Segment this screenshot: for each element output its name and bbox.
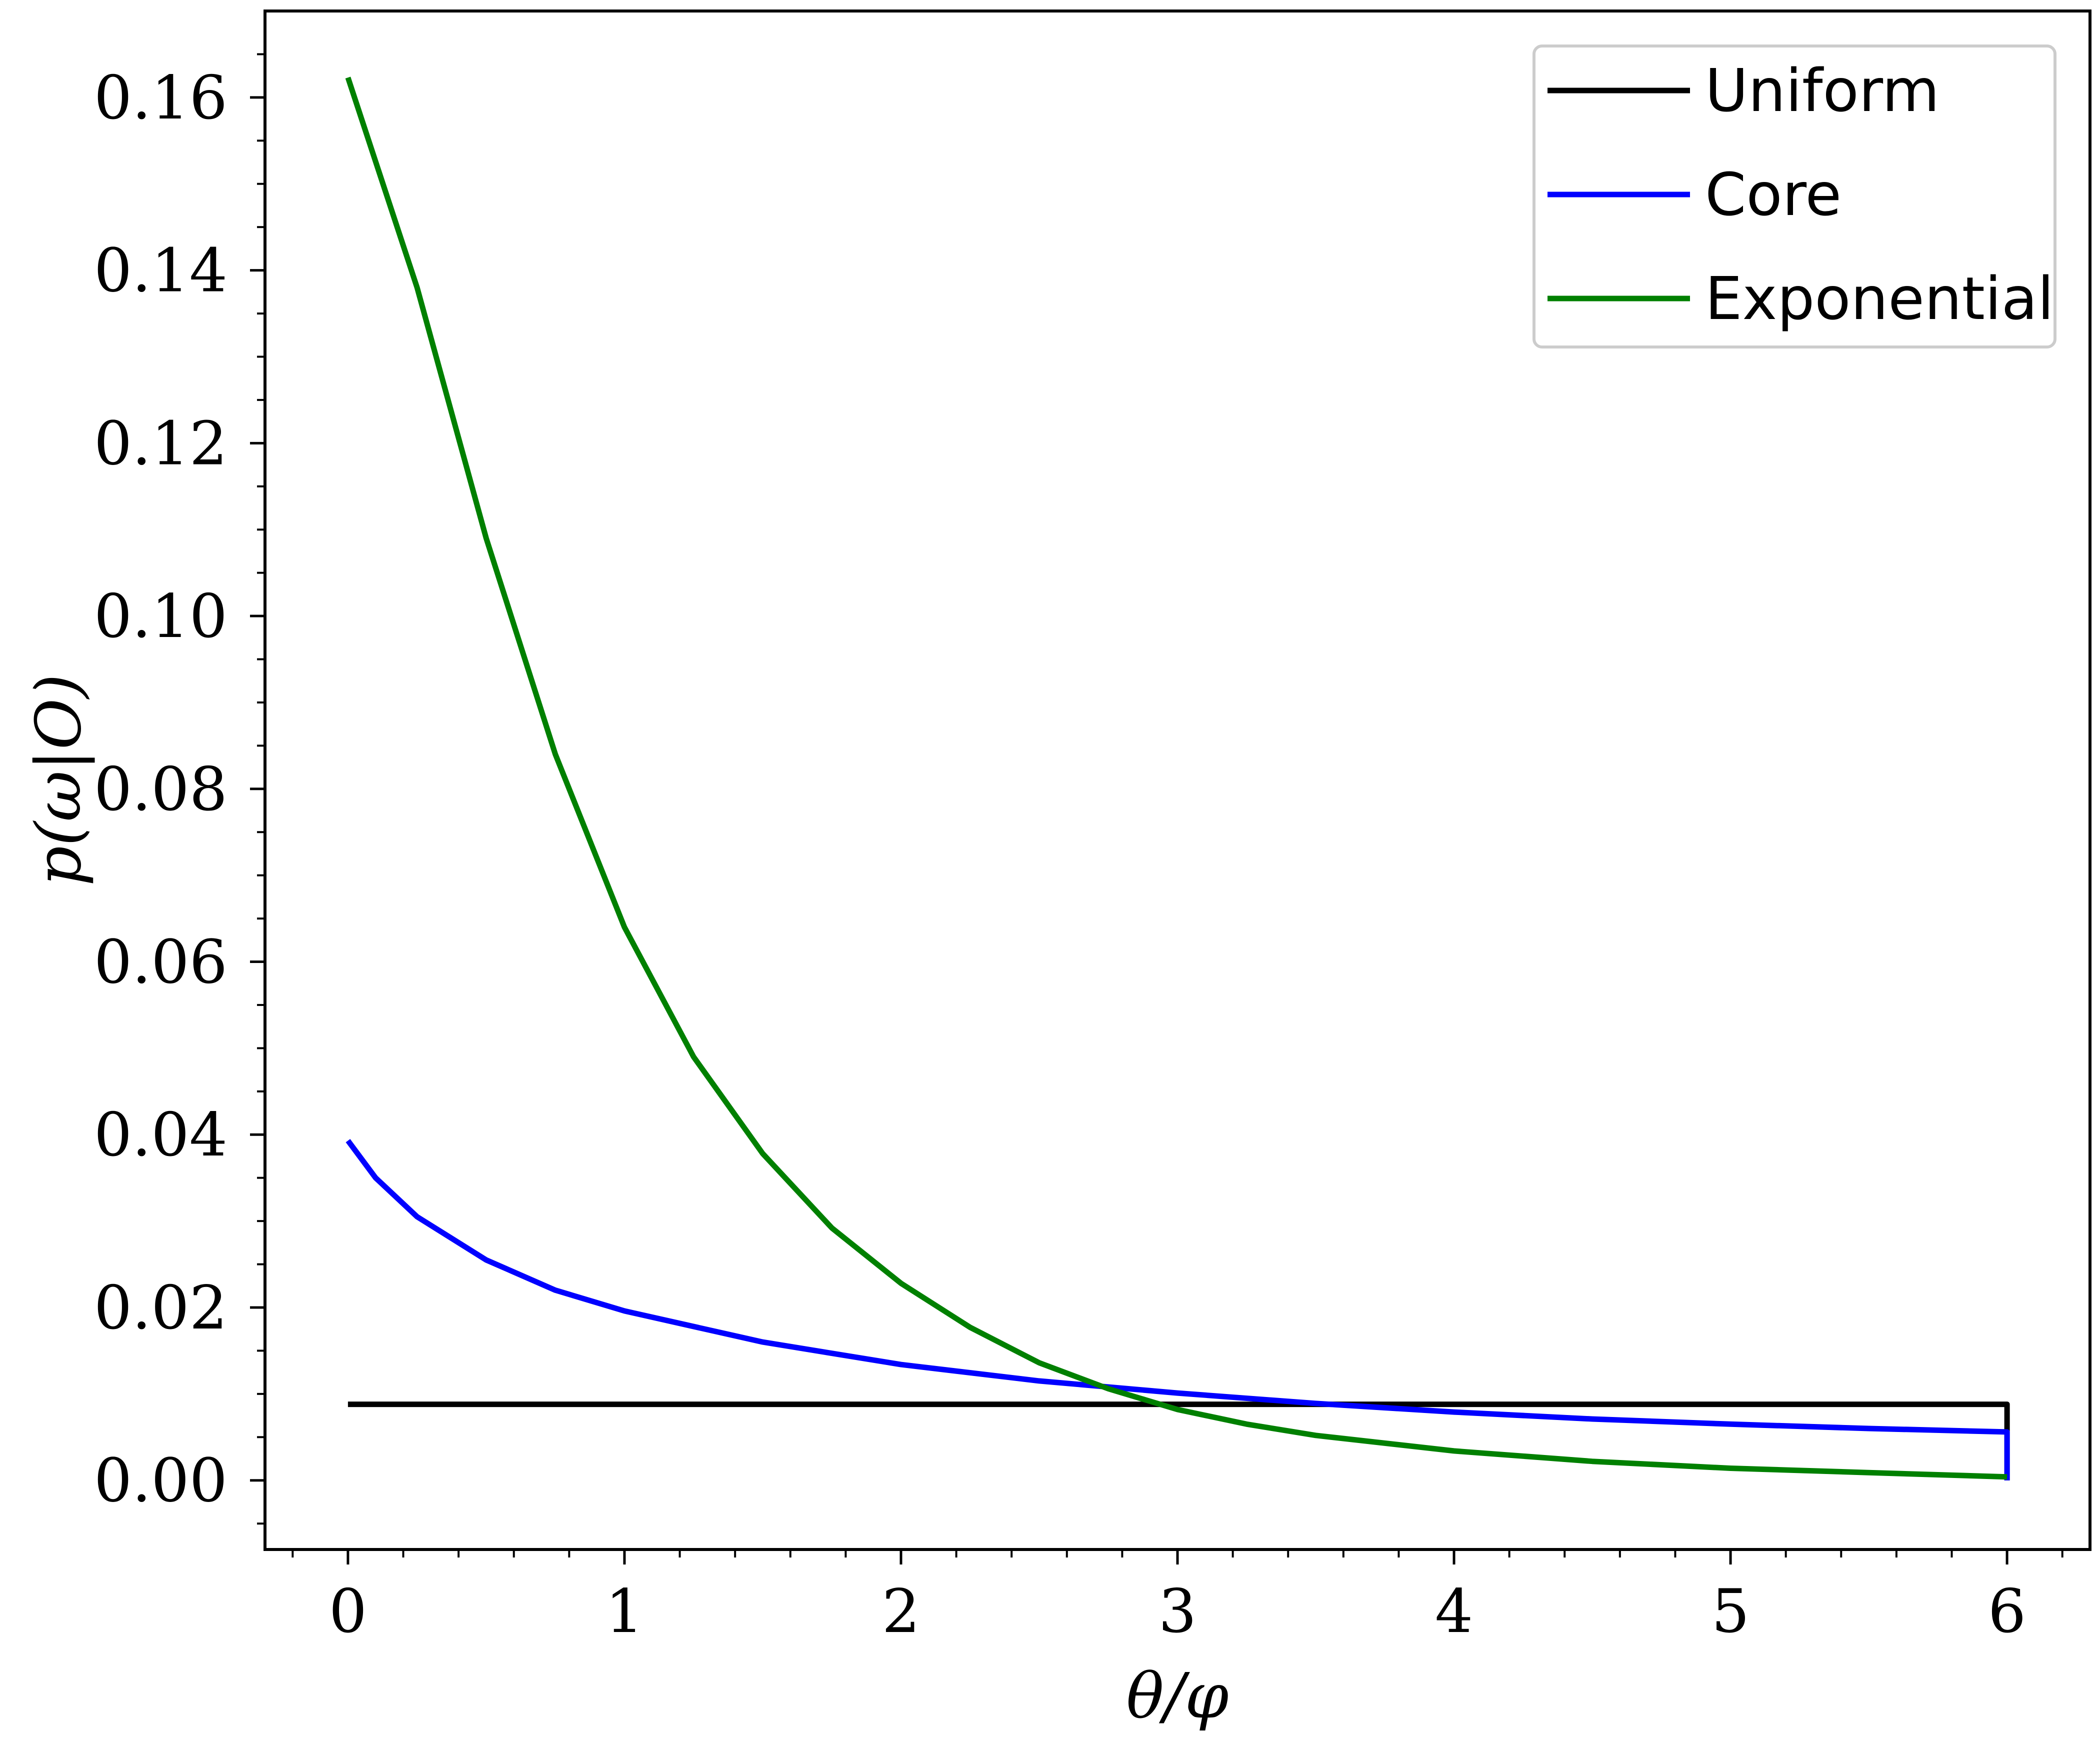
y-tick-label: 0.14 — [94, 236, 228, 306]
ticks-layer: 0 1 2 3 4 5 6 0.00 0.02 0.04 0.06 0.08 0.10 0.12 0.14 0… — [94, 53, 2064, 1646]
x-tick-label: 1 — [606, 1577, 644, 1646]
y-tick-label: 0.10 — [94, 582, 228, 652]
series-layer — [345, 76, 2010, 1480]
y-tick-label: 0.02 — [94, 1274, 228, 1343]
y-tick-label: 0.12 — [94, 409, 228, 478]
x-tick-label: 2 — [882, 1577, 920, 1646]
series-line-core — [346, 1139, 2010, 1480]
y-tick-label: 0.04 — [94, 1100, 228, 1170]
legend-box — [1532, 44, 2056, 348]
x-tick-label: 6 — [1988, 1577, 2026, 1646]
x-tick-label: 3 — [1158, 1577, 1196, 1646]
x-tick-label: 5 — [1712, 1577, 1750, 1646]
legend-label-exponential: Exponential — [1705, 264, 2054, 333]
x-axis-label: θ/φ — [1126, 1660, 1229, 1732]
legend-label-core: Core — [1705, 160, 1842, 229]
legend: Uniform Core Exponential — [1532, 44, 2056, 348]
y-tick-label: 0.16 — [94, 64, 228, 133]
y-tick-label: 0.00 — [94, 1446, 228, 1516]
x-tick-label: 0 — [329, 1577, 367, 1646]
series-line-exponential — [345, 76, 2008, 1480]
x-tick-label: 4 — [1435, 1577, 1473, 1646]
legend-label-uniform: Uniform — [1705, 56, 1940, 125]
y-tick-label: 0.06 — [94, 928, 228, 998]
y-axis-label: p(ω|O) — [22, 674, 95, 886]
y-tick-label: 0.08 — [94, 755, 228, 824]
plot-frame — [264, 10, 2092, 1551]
